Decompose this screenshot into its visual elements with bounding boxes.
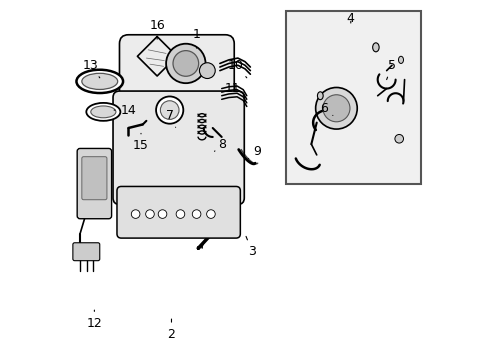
Ellipse shape <box>318 92 323 100</box>
Circle shape <box>173 51 198 76</box>
Text: 6: 6 <box>320 102 333 116</box>
Text: 15: 15 <box>133 134 149 152</box>
Text: 2: 2 <box>168 319 175 341</box>
Text: 5: 5 <box>387 59 396 80</box>
Text: 4: 4 <box>347 12 355 25</box>
Circle shape <box>131 210 140 219</box>
Circle shape <box>395 134 403 143</box>
Circle shape <box>192 210 201 219</box>
FancyBboxPatch shape <box>120 35 234 117</box>
Ellipse shape <box>82 73 118 89</box>
Ellipse shape <box>91 106 116 118</box>
Bar <box>286 12 421 184</box>
Circle shape <box>176 210 185 219</box>
Text: 3: 3 <box>246 237 256 258</box>
Text: 7: 7 <box>166 109 175 127</box>
Text: 11: 11 <box>224 82 243 96</box>
FancyBboxPatch shape <box>73 243 100 261</box>
Text: 8: 8 <box>215 138 226 151</box>
Text: 1: 1 <box>193 28 200 48</box>
Circle shape <box>166 44 205 83</box>
Circle shape <box>316 87 357 129</box>
Circle shape <box>156 96 183 124</box>
Text: 12: 12 <box>87 310 102 330</box>
Text: 10: 10 <box>228 59 247 78</box>
Ellipse shape <box>76 70 123 93</box>
Circle shape <box>199 63 215 78</box>
Text: 16: 16 <box>149 19 165 39</box>
FancyBboxPatch shape <box>113 91 245 204</box>
FancyBboxPatch shape <box>77 148 112 219</box>
Text: 13: 13 <box>83 59 100 78</box>
FancyBboxPatch shape <box>82 157 107 200</box>
Circle shape <box>158 210 167 219</box>
Ellipse shape <box>398 56 403 63</box>
FancyBboxPatch shape <box>117 186 240 238</box>
Circle shape <box>146 210 154 219</box>
Text: 9: 9 <box>248 145 262 158</box>
Text: 14: 14 <box>114 104 136 117</box>
Ellipse shape <box>373 43 379 52</box>
Circle shape <box>323 95 350 122</box>
Ellipse shape <box>86 103 121 121</box>
Circle shape <box>160 101 179 120</box>
Circle shape <box>207 210 215 219</box>
